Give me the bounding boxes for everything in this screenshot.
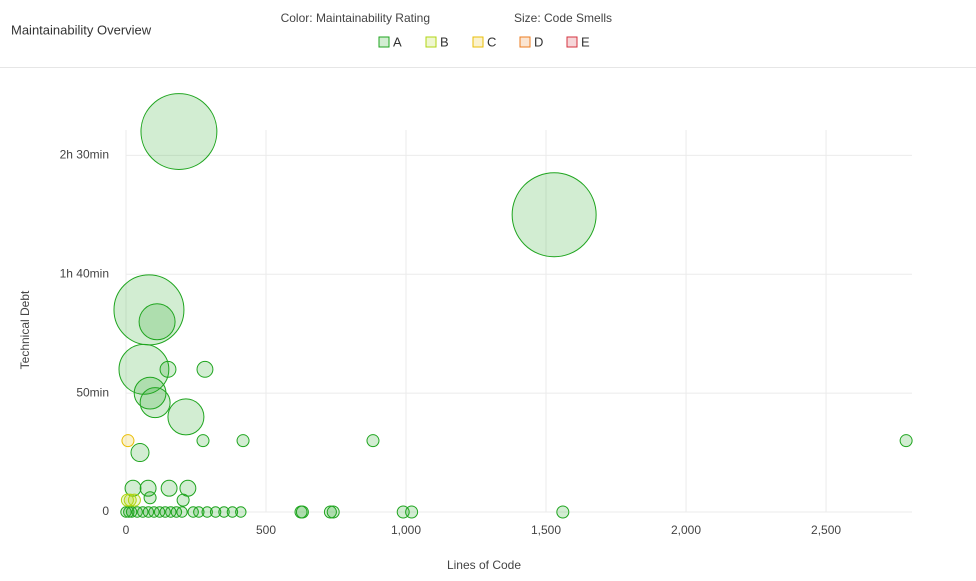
x-axis-label: Lines of Code xyxy=(447,558,521,572)
bubble xyxy=(140,93,218,171)
x-tick-label: 2,000 xyxy=(671,523,701,537)
bubble xyxy=(176,506,188,518)
bubble xyxy=(226,506,239,518)
legend-swatch xyxy=(519,36,531,48)
bubble xyxy=(123,506,135,518)
bubble xyxy=(196,360,214,378)
x-tick-label: 500 xyxy=(256,523,276,537)
bubble xyxy=(124,479,142,497)
bubble xyxy=(139,387,171,419)
bubble xyxy=(160,479,178,497)
bubble xyxy=(196,434,210,448)
legend-swatch xyxy=(472,36,484,48)
bubble xyxy=(366,434,380,448)
legend-swatch xyxy=(378,36,390,48)
x-tick-label: 2,500 xyxy=(811,523,841,537)
bubble xyxy=(120,493,134,507)
legend-label: C xyxy=(487,34,496,49)
bubble xyxy=(236,434,250,448)
bubble xyxy=(138,303,176,341)
y-tick-label: 50min xyxy=(76,385,109,399)
bubble xyxy=(235,506,247,518)
bubble xyxy=(167,398,205,436)
bubble xyxy=(193,506,205,518)
y-tick-label: 2h 30min xyxy=(60,148,109,162)
bubble xyxy=(143,491,157,505)
legend-swatch xyxy=(425,36,437,48)
bubble xyxy=(326,505,340,519)
size-title: Size: Code Smells xyxy=(514,11,612,25)
bubble xyxy=(323,505,337,519)
legend-label: D xyxy=(534,34,543,49)
y-tick-label: 1h 40min xyxy=(60,266,109,280)
legend-label: E xyxy=(581,34,590,49)
bubble xyxy=(218,506,230,518)
bubble xyxy=(511,172,597,258)
x-tick-label: 1,000 xyxy=(391,523,421,537)
bubble xyxy=(133,376,167,410)
bubble xyxy=(130,443,150,463)
bubble xyxy=(123,493,137,507)
legend-swatch xyxy=(566,36,578,48)
bubble xyxy=(159,360,177,378)
y-axis-label: Technical Debt xyxy=(18,290,32,369)
header-title: Maintainability Overview xyxy=(11,22,152,37)
bubble xyxy=(118,343,170,395)
bubble xyxy=(899,434,913,448)
bubble xyxy=(556,505,570,519)
x-tick-label: 1,500 xyxy=(531,523,561,537)
bubble xyxy=(209,506,222,518)
legend-title: Color: Maintainability Rating xyxy=(281,11,430,25)
bubble xyxy=(405,505,419,519)
bubble xyxy=(295,505,309,519)
bubble xyxy=(176,493,190,507)
bubble xyxy=(201,506,213,518)
bubble xyxy=(121,434,135,448)
y-tick-label: 0 xyxy=(102,504,109,518)
x-tick-label: 0 xyxy=(123,523,130,537)
legend-label: B xyxy=(440,34,449,49)
bubble xyxy=(127,493,141,507)
legend-label: A xyxy=(393,34,402,49)
